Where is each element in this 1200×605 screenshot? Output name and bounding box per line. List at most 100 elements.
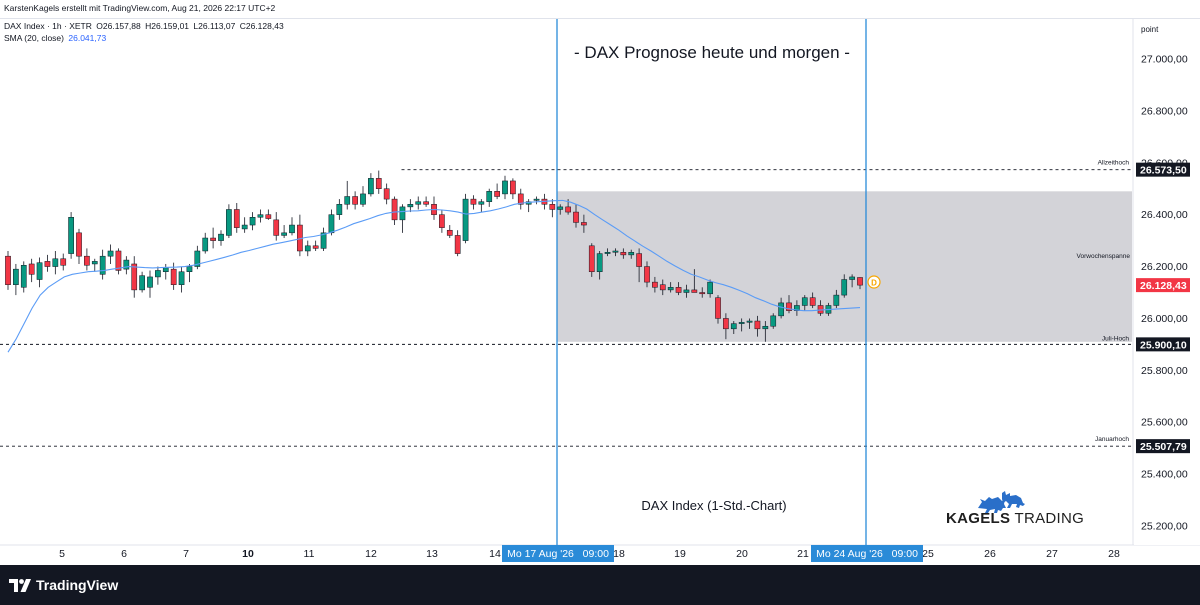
candle[interactable]	[281, 225, 287, 239]
candle[interactable]	[675, 282, 682, 296]
candle[interactable]	[139, 271, 145, 293]
level-price-tag[interactable]: 25.507,79	[1136, 439, 1190, 454]
candle[interactable]	[707, 279, 713, 298]
candle[interactable]	[44, 254, 51, 272]
candle[interactable]	[336, 199, 343, 220]
candle[interactable]	[423, 196, 429, 207]
candle[interactable]	[652, 276, 658, 293]
candle[interactable]	[730, 321, 737, 335]
candle[interactable]	[502, 175, 508, 200]
candle[interactable]	[265, 209, 272, 220]
date-marker-tag-1[interactable]: Mo 17 Aug '26 09:00	[502, 545, 614, 562]
candle[interactable]	[604, 248, 611, 257]
candle[interactable]	[320, 227, 327, 251]
sma-legend-label[interactable]: SMA (20, close)	[4, 33, 64, 43]
candle[interactable]	[28, 258, 35, 283]
candle[interactable]	[549, 199, 556, 218]
candle[interactable]	[76, 228, 82, 264]
candle[interactable]	[628, 249, 635, 259]
candle[interactable]	[494, 183, 500, 200]
candle[interactable]	[573, 204, 579, 228]
candle[interactable]	[754, 315, 761, 337]
candle[interactable]	[107, 244, 114, 264]
sma-legend[interactable]: SMA (20, close) 26.041,73	[4, 33, 106, 43]
candle[interactable]	[857, 277, 863, 290]
candle[interactable]	[147, 270, 153, 298]
candle[interactable]	[368, 173, 374, 197]
level-price-tag[interactable]: 25.900,10	[1136, 337, 1190, 352]
tradingview-logo[interactable]: TradingView	[9, 577, 118, 593]
candle[interactable]	[36, 257, 43, 288]
candle[interactable]	[699, 287, 706, 298]
candle[interactable]	[620, 248, 627, 259]
candle[interactable]	[391, 196, 398, 226]
candle[interactable]	[533, 196, 540, 205]
candle[interactable]	[241, 217, 248, 233]
candle[interactable]	[659, 279, 666, 296]
candle[interactable]	[588, 243, 595, 277]
candle[interactable]	[683, 284, 690, 298]
dividend-marker[interactable]: D	[867, 275, 881, 289]
date-marker-tag-2[interactable]: Mo 24 Aug '26 09:00	[811, 545, 923, 562]
candle[interactable]	[360, 186, 366, 207]
candle[interactable]	[218, 230, 224, 246]
candle[interactable]	[178, 266, 185, 293]
candle[interactable]	[786, 295, 792, 314]
candle[interactable]	[462, 193, 469, 244]
candle[interactable]	[636, 248, 642, 283]
candle[interactable]	[52, 250, 59, 275]
candle[interactable]	[667, 282, 674, 293]
candle[interactable]	[794, 300, 800, 316]
candle[interactable]	[344, 180, 351, 210]
candle[interactable]	[478, 199, 485, 213]
candle[interactable]	[778, 297, 784, 319]
ohlc-legend[interactable]: DAX Index · 1h · XETR O26.157,88 H26.159…	[4, 21, 284, 31]
candle[interactable]	[454, 230, 461, 257]
candle[interactable]	[612, 248, 619, 257]
candle[interactable]	[304, 240, 311, 257]
candle[interactable]	[312, 240, 319, 251]
candle[interactable]	[581, 214, 587, 233]
candle[interactable]	[233, 202, 240, 233]
candle[interactable]	[5, 250, 11, 290]
candle[interactable]	[84, 248, 90, 271]
candle[interactable]	[557, 204, 564, 215]
candle[interactable]	[202, 232, 209, 254]
candle[interactable]	[91, 258, 98, 272]
last-price-tag[interactable]: 26.128,43	[1136, 278, 1190, 293]
candle[interactable]	[738, 318, 745, 332]
candle[interactable]	[770, 313, 777, 329]
candle[interactable]	[383, 183, 390, 205]
candle[interactable]	[68, 212, 74, 259]
candle[interactable]	[375, 170, 382, 194]
candle[interactable]	[328, 209, 335, 236]
candle[interactable]	[841, 274, 848, 298]
candle[interactable]	[510, 178, 516, 200]
candle[interactable]	[273, 212, 280, 241]
candle[interactable]	[446, 225, 453, 239]
candle[interactable]	[762, 321, 769, 342]
candle[interactable]	[644, 261, 650, 288]
candle[interactable]	[257, 209, 264, 223]
candle[interactable]	[439, 209, 445, 233]
candle[interactable]	[194, 245, 201, 270]
candle[interactable]	[596, 250, 603, 280]
candle[interactable]	[517, 188, 524, 210]
candle[interactable]	[849, 274, 855, 288]
candle[interactable]	[186, 263, 193, 283]
candle[interactable]	[809, 292, 816, 309]
candle[interactable]	[352, 191, 358, 210]
symbol-label[interactable]: DAX Index · 1h · XETR	[4, 21, 92, 31]
candle[interactable]	[13, 263, 19, 296]
candle[interactable]	[470, 195, 477, 210]
candle[interactable]	[60, 253, 67, 271]
candle[interactable]	[131, 256, 138, 298]
candle[interactable]	[115, 248, 122, 275]
candle[interactable]	[486, 188, 493, 207]
price-chart[interactable]: point27.000,0026.800,0026.600,0026.400,0…	[0, 0, 1200, 565]
candle[interactable]	[210, 227, 216, 249]
candle[interactable]	[833, 289, 840, 309]
candle[interactable]	[715, 295, 721, 324]
candle[interactable]	[99, 249, 106, 280]
candle[interactable]	[155, 266, 161, 285]
